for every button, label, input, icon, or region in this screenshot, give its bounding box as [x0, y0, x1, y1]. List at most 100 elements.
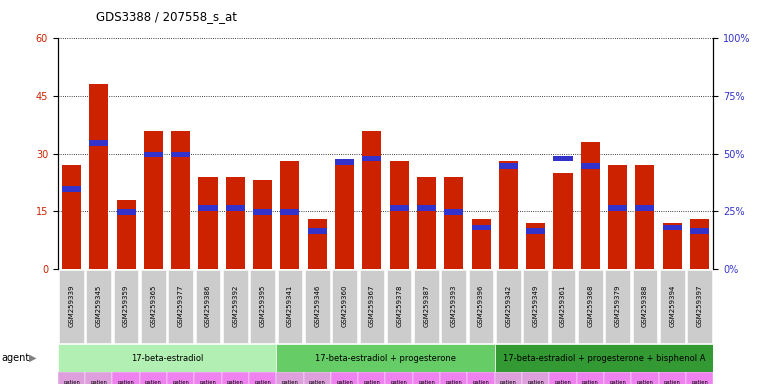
Bar — [387, 270, 412, 343]
Text: patien: patien — [637, 380, 653, 384]
Text: patien: patien — [473, 380, 490, 384]
Bar — [690, 228, 709, 234]
Text: GSM259377: GSM259377 — [177, 285, 183, 328]
Bar — [221, 372, 249, 384]
Bar — [386, 372, 412, 384]
Bar — [305, 270, 329, 343]
Bar — [249, 372, 276, 384]
Text: patien: patien — [200, 380, 217, 384]
Bar — [417, 205, 436, 211]
Bar — [171, 131, 190, 269]
Text: patien: patien — [90, 380, 107, 384]
Text: patien: patien — [145, 380, 162, 384]
Bar — [276, 372, 304, 384]
Bar — [658, 372, 686, 384]
Bar — [114, 270, 138, 343]
Bar — [226, 205, 245, 211]
Bar — [62, 186, 81, 192]
Bar — [196, 270, 221, 343]
Text: patien: patien — [363, 380, 380, 384]
Bar — [604, 372, 631, 384]
Text: patien: patien — [446, 380, 462, 384]
Text: GSM259367: GSM259367 — [369, 285, 375, 328]
Bar — [89, 140, 109, 146]
Text: GSM259349: GSM259349 — [533, 285, 539, 328]
Text: patien: patien — [500, 380, 517, 384]
Text: agent: agent — [2, 353, 30, 363]
Bar — [472, 225, 490, 230]
Bar — [62, 165, 81, 269]
Bar — [550, 270, 575, 343]
Text: GSM259365: GSM259365 — [150, 285, 157, 328]
Bar — [686, 372, 713, 384]
Bar — [444, 177, 463, 269]
Bar — [140, 372, 167, 384]
Bar — [362, 131, 382, 269]
Bar — [444, 209, 463, 215]
Text: GSM259387: GSM259387 — [423, 285, 429, 328]
Bar — [198, 177, 217, 269]
Text: GSM259346: GSM259346 — [315, 285, 320, 328]
Text: patien: patien — [527, 380, 544, 384]
Bar — [332, 270, 357, 343]
Bar — [281, 161, 299, 269]
Bar — [389, 161, 409, 269]
Text: patien: patien — [391, 380, 408, 384]
Bar — [578, 270, 603, 343]
Text: 17-beta-estradiol + progesterone + bisphenol A: 17-beta-estradiol + progesterone + bisph… — [503, 354, 705, 362]
Bar — [223, 270, 247, 343]
Text: patien: patien — [691, 380, 708, 384]
Text: GSM259378: GSM259378 — [396, 285, 402, 328]
Text: patien: patien — [664, 380, 681, 384]
Text: patien: patien — [63, 380, 80, 384]
Bar — [635, 205, 655, 211]
Text: GSM259392: GSM259392 — [232, 285, 238, 328]
Bar — [362, 156, 382, 161]
Text: patien: patien — [118, 380, 134, 384]
Bar — [687, 270, 712, 343]
Text: GSM259342: GSM259342 — [505, 285, 511, 328]
Bar — [116, 209, 136, 215]
Bar — [113, 372, 140, 384]
Bar — [389, 205, 409, 211]
Text: GSM259388: GSM259388 — [642, 285, 648, 328]
Bar — [526, 223, 545, 269]
Bar — [690, 219, 709, 269]
Bar — [171, 152, 190, 157]
Text: GSM259395: GSM259395 — [260, 285, 266, 328]
Bar — [168, 270, 193, 343]
Bar — [276, 344, 495, 372]
Text: GSM259345: GSM259345 — [96, 285, 102, 328]
Bar — [89, 84, 109, 269]
Bar — [331, 372, 359, 384]
Bar — [495, 344, 713, 372]
Bar — [522, 372, 549, 384]
Text: patien: patien — [582, 380, 599, 384]
Text: GSM259386: GSM259386 — [205, 285, 211, 328]
Bar — [226, 177, 245, 269]
Bar — [308, 228, 327, 234]
Bar — [577, 372, 604, 384]
Bar — [253, 209, 272, 215]
Text: GSM259394: GSM259394 — [669, 285, 675, 328]
Text: GSM259393: GSM259393 — [451, 285, 456, 328]
Bar — [359, 270, 384, 343]
Bar — [662, 225, 682, 230]
Bar — [524, 270, 548, 343]
Bar — [116, 200, 136, 269]
Text: GSM259361: GSM259361 — [560, 285, 566, 328]
Text: GSM259341: GSM259341 — [287, 285, 293, 328]
Bar — [496, 270, 520, 343]
Bar — [605, 270, 630, 343]
Text: GDS3388 / 207558_s_at: GDS3388 / 207558_s_at — [96, 10, 237, 23]
Bar — [472, 219, 490, 269]
Bar — [662, 223, 682, 269]
Bar — [144, 152, 163, 157]
Bar — [167, 372, 194, 384]
Bar — [660, 270, 685, 343]
Bar — [499, 161, 518, 269]
Bar — [499, 163, 518, 169]
Bar — [253, 180, 272, 269]
Bar — [608, 205, 627, 211]
Bar — [281, 209, 299, 215]
